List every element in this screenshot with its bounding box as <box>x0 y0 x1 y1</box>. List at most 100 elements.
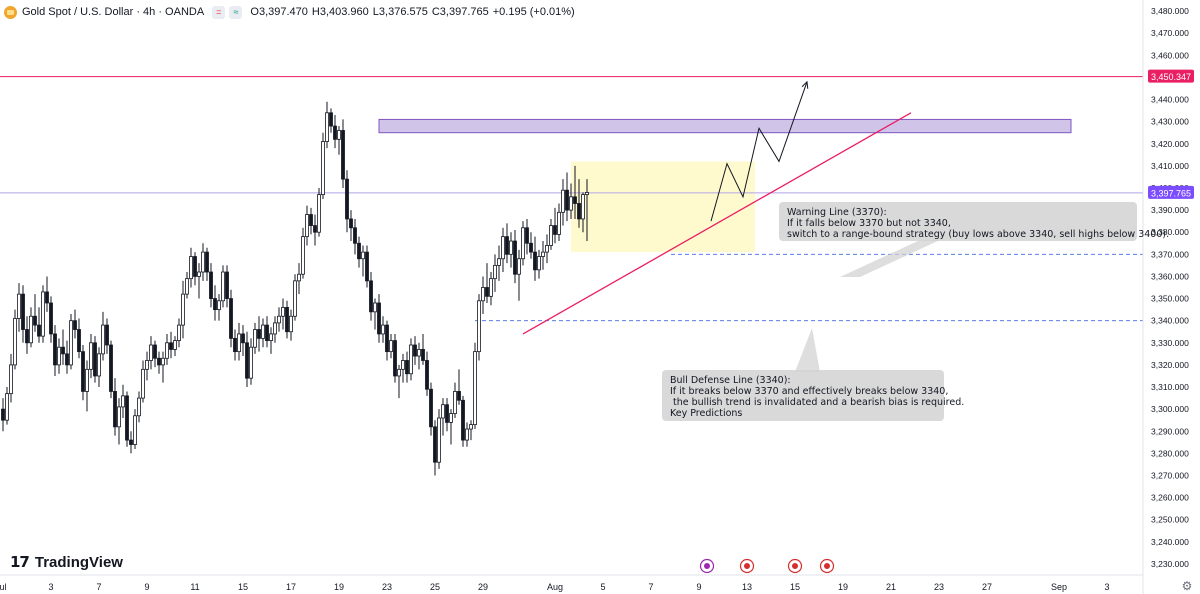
candle-body <box>413 344 417 357</box>
candle-body <box>465 428 469 441</box>
tradingview-logo[interactable]: 17 TradingView <box>10 553 123 571</box>
candle <box>77 318 81 359</box>
gold-coin-icon <box>4 5 17 19</box>
candle-body <box>585 192 589 196</box>
price-tick-label: 3,380.000 <box>1151 227 1189 237</box>
candle-body <box>461 399 465 441</box>
candle <box>157 351 161 374</box>
candle <box>57 338 61 374</box>
candle <box>261 318 265 348</box>
price-tick-label: 3,340.000 <box>1151 316 1189 326</box>
symbol-title[interactable]: Gold Spot / U.S. Dollar · 4h · OANDA <box>22 6 205 18</box>
candle <box>61 329 65 365</box>
candle <box>85 360 89 412</box>
candle-body <box>565 189 569 211</box>
candle <box>561 179 565 226</box>
candle <box>97 347 101 388</box>
candle <box>229 289 233 348</box>
candle <box>421 333 425 365</box>
candle-body <box>473 351 477 426</box>
candle <box>325 101 329 149</box>
warning-callout-pointer <box>840 240 940 277</box>
candle <box>257 316 261 352</box>
candle-body <box>97 353 101 377</box>
candle-body <box>549 225 553 246</box>
candle-body <box>529 242 533 253</box>
candle <box>401 353 405 383</box>
candle <box>469 420 473 441</box>
candle <box>49 296 53 343</box>
support-trendline[interactable] <box>522 112 912 335</box>
candle <box>409 338 413 381</box>
candle-body <box>193 256 197 277</box>
candle <box>405 351 409 383</box>
time-tick-label: 3 <box>48 582 53 592</box>
candle-body <box>289 315 293 333</box>
candle <box>413 336 417 365</box>
candle-body <box>481 287 485 302</box>
candle <box>205 247 209 281</box>
candle-body <box>329 112 333 127</box>
calendar-event-dot <box>704 563 710 569</box>
price-tick-label: 3,480.000 <box>1151 6 1189 16</box>
price-tick-label: 3,320.000 <box>1151 360 1189 370</box>
price-tick-label: 3,300.000 <box>1151 404 1189 414</box>
price-tick-label: 3,390.000 <box>1151 205 1189 215</box>
candle-body <box>373 302 377 313</box>
candle-body <box>73 320 77 330</box>
candle-body <box>569 196 573 211</box>
settings-gear-icon[interactable]: ⚙ <box>1181 579 1193 593</box>
candle <box>349 210 353 242</box>
candle-body <box>337 130 341 140</box>
candle-body <box>213 298 217 311</box>
candle-body <box>525 227 529 244</box>
candle-body <box>453 391 457 414</box>
resistance-zone[interactable] <box>378 118 1072 134</box>
candle-body <box>69 320 73 366</box>
candle-body <box>401 360 405 370</box>
candle-body <box>77 329 81 353</box>
projection-path[interactable] <box>710 81 808 222</box>
candle-body <box>581 194 585 220</box>
candle <box>293 274 297 321</box>
candle <box>549 218 553 250</box>
consolidation-zone[interactable] <box>571 161 755 253</box>
buy-pill[interactable]: ≈ <box>229 5 243 19</box>
candle-body <box>333 125 337 140</box>
candle-body <box>381 324 385 335</box>
candle <box>241 325 245 357</box>
candle <box>197 263 201 299</box>
candle <box>161 351 165 383</box>
candle <box>153 340 157 368</box>
candle-body <box>165 342 169 359</box>
candle-body <box>145 360 149 370</box>
candle-body <box>353 227 357 244</box>
time-tick-label: ul <box>0 582 7 592</box>
time-tick-label: 23 <box>382 582 392 592</box>
time-tick-label: 11 <box>190 582 199 592</box>
candle-body <box>293 280 297 317</box>
candle <box>301 227 305 279</box>
candle <box>5 387 9 425</box>
candle-body <box>477 300 481 353</box>
candle <box>21 285 25 343</box>
price-tick-label: 3,460.000 <box>1151 50 1189 60</box>
sell-pill[interactable]: = <box>212 5 226 19</box>
candle <box>313 214 317 246</box>
warning-line-note[interactable]: Warning Line (3370): If it falls below 3… <box>779 202 1169 241</box>
candle-body <box>537 256 541 271</box>
candle-body <box>13 318 17 366</box>
candle <box>493 254 497 292</box>
candle-body <box>541 251 545 257</box>
candle <box>453 382 457 418</box>
candle <box>289 309 293 341</box>
time-tick-label: Sep <box>1051 582 1067 592</box>
target-price-label-bg <box>1148 69 1194 83</box>
bull-defense-note[interactable]: Bull Defense Line (3340): If it breaks b… <box>662 370 964 421</box>
candle-body <box>469 424 473 430</box>
candle-body <box>273 322 277 335</box>
price-tick-label: 3,260.000 <box>1151 493 1189 503</box>
candle-body <box>181 293 185 326</box>
candle <box>489 272 493 306</box>
